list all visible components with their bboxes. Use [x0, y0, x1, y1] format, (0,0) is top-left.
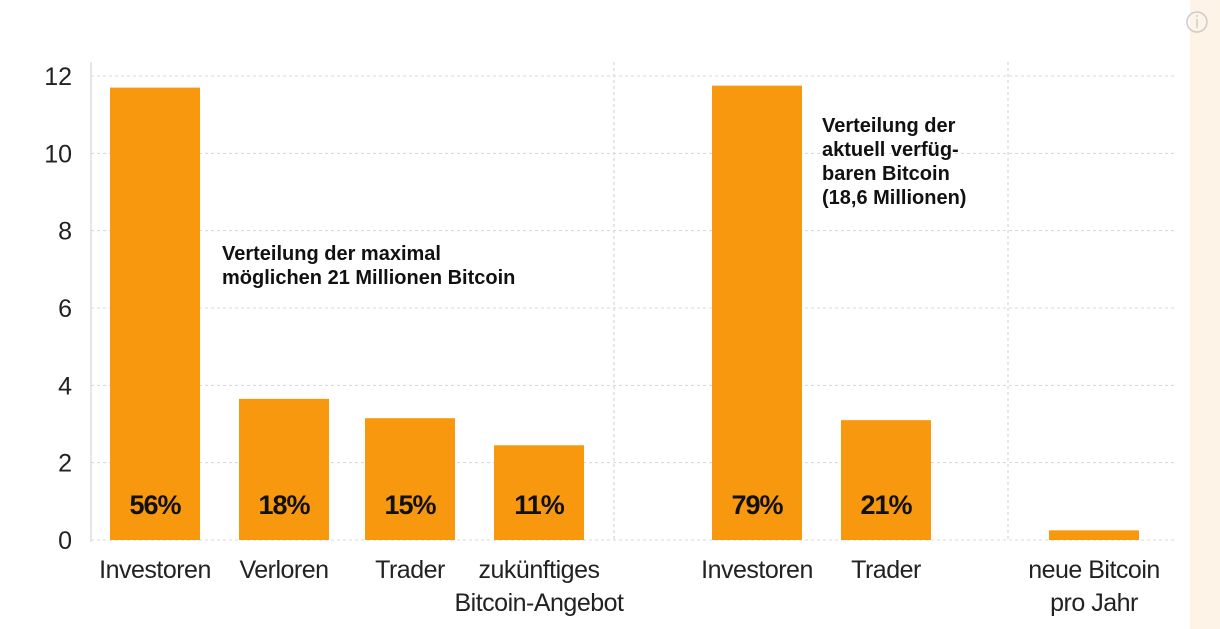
x-tick-label: Verloren [239, 556, 328, 584]
x-tick-label-line: Bitcoin-Angebot [454, 589, 624, 617]
x-tick-label-line: zukünftiges [479, 556, 600, 584]
bar [712, 85, 802, 541]
x-tick-label: Investoren [99, 556, 211, 584]
annotation-line: baren Bitcoin [822, 163, 950, 185]
value-label: 11% [514, 490, 565, 520]
x-tick-label: Trader [851, 556, 921, 584]
bar [239, 398, 329, 540]
y-tick-label: 0 [58, 527, 72, 555]
x-tick-label-line: Investoren [99, 556, 211, 584]
value-label: 15% [384, 490, 436, 520]
annotation-line: Verteilung der maximal [222, 243, 441, 265]
annotation: Verteilung der aktuell verfüg-baren Bitco… [822, 115, 966, 209]
y-tick-label: 8 [58, 218, 72, 246]
edge-shade [1190, 0, 1220, 629]
bar [1049, 530, 1139, 540]
value-label: 79% [731, 490, 783, 520]
info-icon[interactable] [1186, 11, 1208, 33]
x-tick-label: Investoren [701, 556, 813, 584]
info-circle[interactable] [1186, 11, 1208, 33]
x-tick-label: zukünftiges Bitcoin-Angebot [454, 556, 624, 617]
annotation: Verteilung der maximal möglichen 21 Milli… [222, 243, 515, 289]
x-tick-label-line: pro Jahr [1050, 589, 1138, 617]
annotation-line: Verteilung der [822, 115, 956, 137]
bar [494, 445, 584, 540]
y-tick-label: 10 [44, 140, 72, 168]
value-label: 21% [860, 490, 912, 520]
value-label: 18% [258, 490, 310, 520]
y-tick-label: 4 [58, 372, 72, 400]
y-tick-label: 6 [58, 295, 72, 323]
y-tick-label: 2 [58, 450, 72, 478]
x-tick-label-line: Investoren [701, 556, 813, 584]
x-tick-label-line: Trader [375, 556, 445, 584]
x-tick-label-line: neue Bitcoin [1028, 556, 1160, 584]
x-tick-label-line: Trader [851, 556, 921, 584]
x-tick-label: neue Bitcoin pro Jahr [1028, 556, 1160, 617]
annotation-line: aktuell verfüg- [822, 139, 959, 161]
info-dot[interactable] [1196, 15, 1198, 17]
value-label: 56% [129, 490, 181, 520]
bar [841, 420, 931, 540]
bar [110, 87, 200, 540]
x-tick-label-line: Verloren [239, 556, 328, 584]
annotation-line: möglichen 21 Millionen Bitcoin [222, 267, 515, 289]
bar [365, 418, 455, 540]
annotation-line: (18,6 Millionen) [822, 187, 966, 209]
y-tick-label: 12 [44, 63, 72, 91]
x-tick-label: Trader [375, 556, 445, 584]
